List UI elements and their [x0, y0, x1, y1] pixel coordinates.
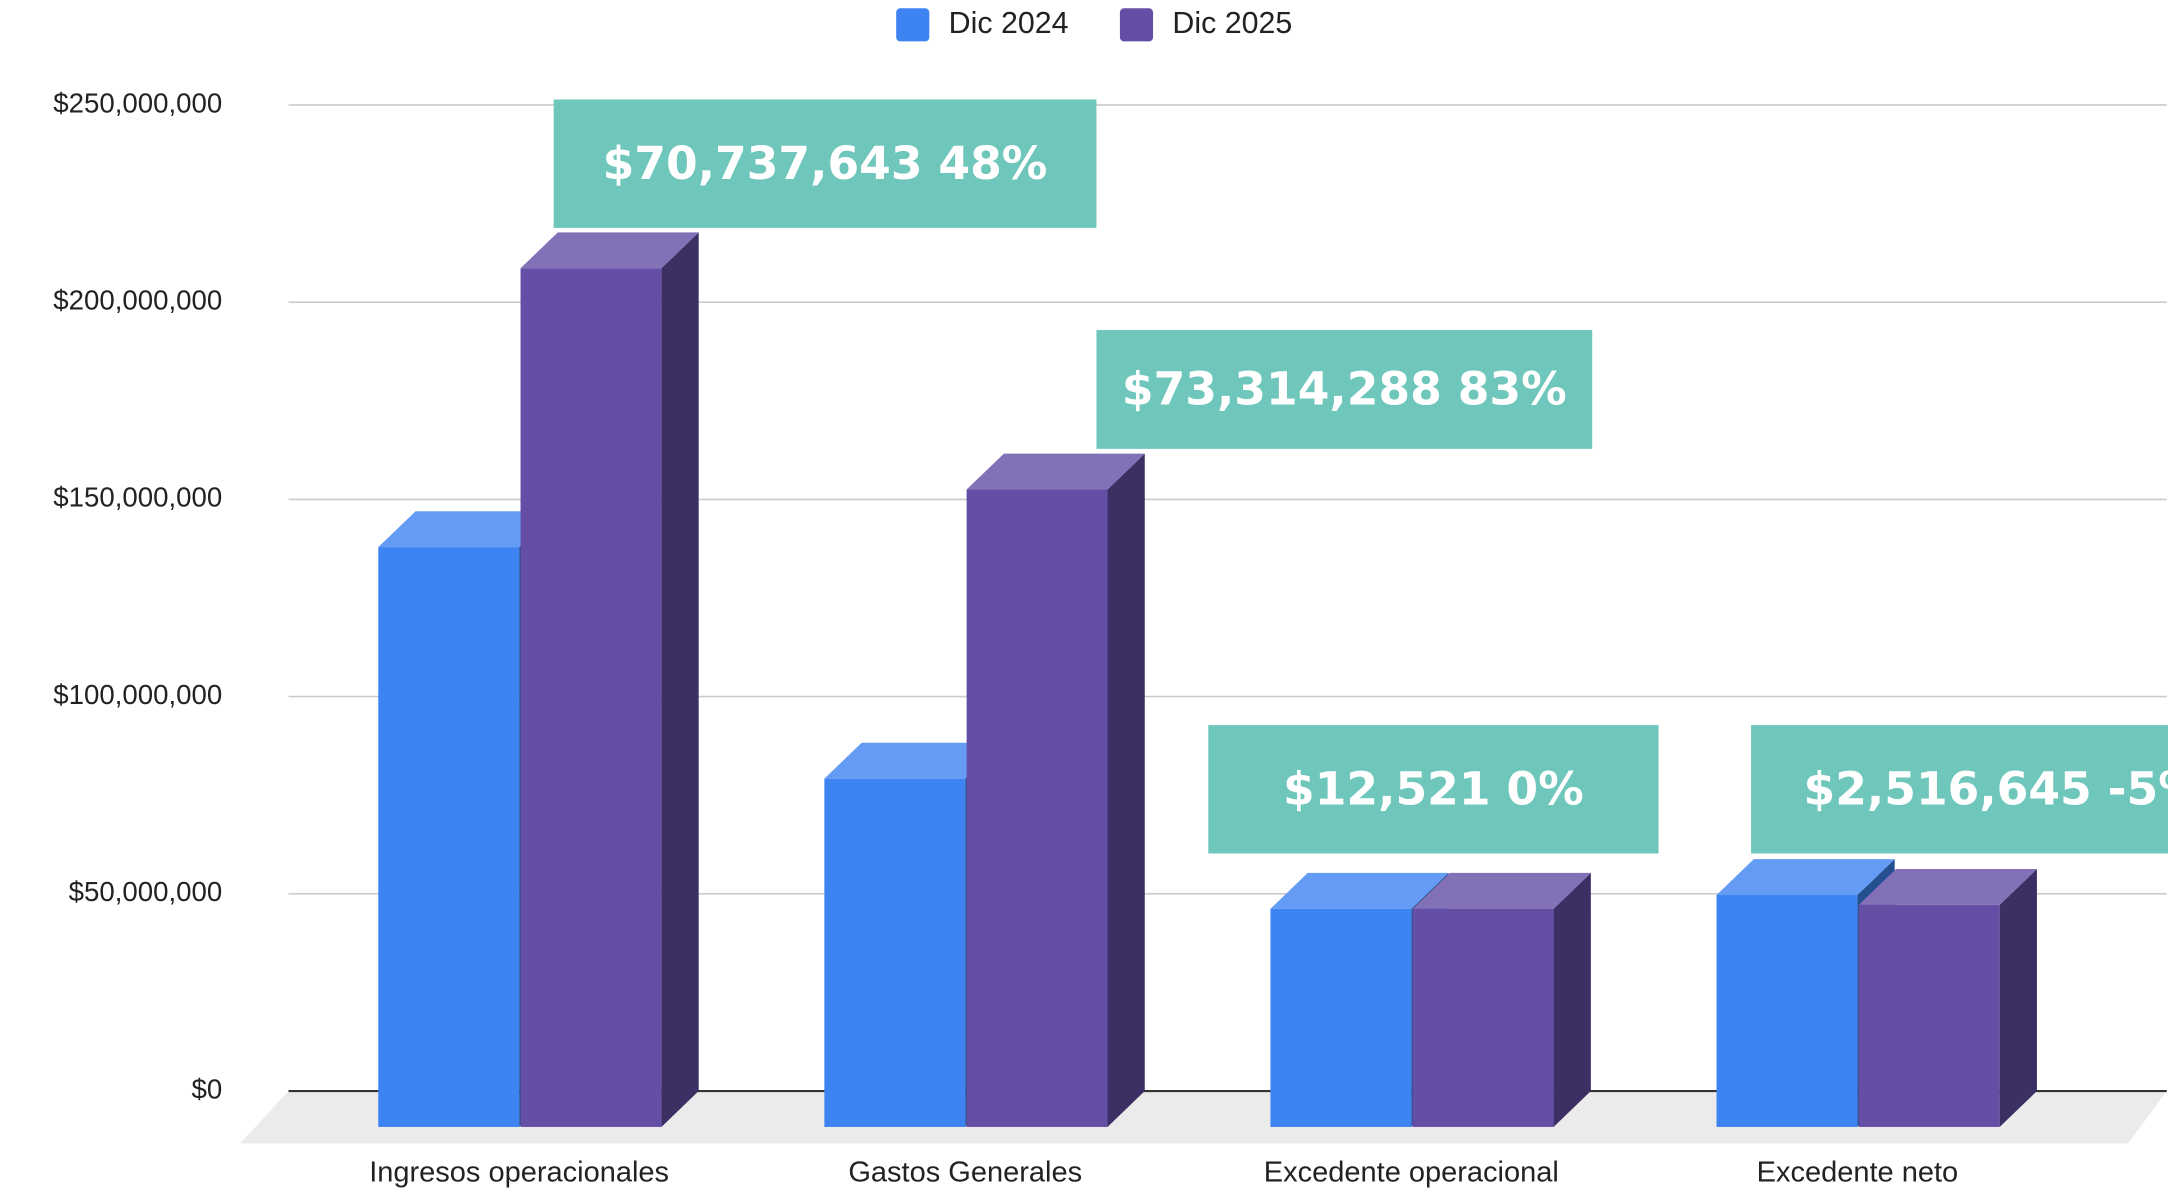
bar-side — [1553, 872, 1591, 1127]
annotation: $70,737,643 48% — [603, 137, 1048, 190]
bar — [520, 268, 662, 1127]
bar — [1412, 908, 1554, 1127]
bar — [824, 778, 966, 1127]
annotation-box — [1208, 725, 1659, 854]
y-tick-label: $250,000,000 — [53, 87, 222, 118]
y-tick-label: $0 — [191, 1073, 222, 1104]
bar — [378, 547, 520, 1127]
bar-top — [1716, 859, 1895, 896]
bar-side — [1107, 453, 1145, 1127]
annotation-box — [1096, 330, 1593, 449]
bar-side — [661, 232, 699, 1127]
annotation-box — [1751, 725, 2168, 854]
bar-top — [824, 742, 1003, 779]
annotation: $73,314,288 83% — [1122, 363, 1567, 416]
y-tick-label: $100,000,000 — [53, 679, 222, 710]
legend-label: Dic 2025 — [1172, 6, 1292, 40]
y-tick-label: $200,000,000 — [53, 284, 222, 315]
y-tick-label: $150,000,000 — [53, 482, 222, 513]
legend-swatch — [896, 8, 930, 42]
annotation-box — [553, 99, 1097, 228]
annotation: $2,516,645 -5% — [1804, 763, 2168, 816]
bar — [1716, 895, 1858, 1127]
bar-top — [1412, 872, 1591, 909]
x-tick-label: Excedente neto — [1757, 1157, 1959, 1189]
bar — [1858, 904, 2000, 1127]
x-tick-label: Ingresos operacionales — [369, 1157, 669, 1189]
bar — [966, 489, 1108, 1127]
bar-top — [520, 232, 699, 269]
bar-top — [1858, 868, 2037, 905]
legend-label: Dic 2024 — [949, 6, 1069, 40]
floor — [240, 1091, 2167, 1144]
y-tick-label: $50,000,000 — [69, 876, 223, 907]
x-tick-label: Excedente operacional — [1264, 1157, 1559, 1189]
legend-swatch — [1119, 8, 1154, 42]
x-tick-label: Gastos Generales — [848, 1157, 1082, 1189]
bar-top — [966, 453, 1145, 490]
bar-top — [1270, 872, 1449, 909]
annotation: $12,521 0% — [1283, 763, 1584, 816]
bar-top — [378, 511, 557, 548]
bar — [1270, 908, 1412, 1127]
bar-side — [1999, 868, 2037, 1127]
